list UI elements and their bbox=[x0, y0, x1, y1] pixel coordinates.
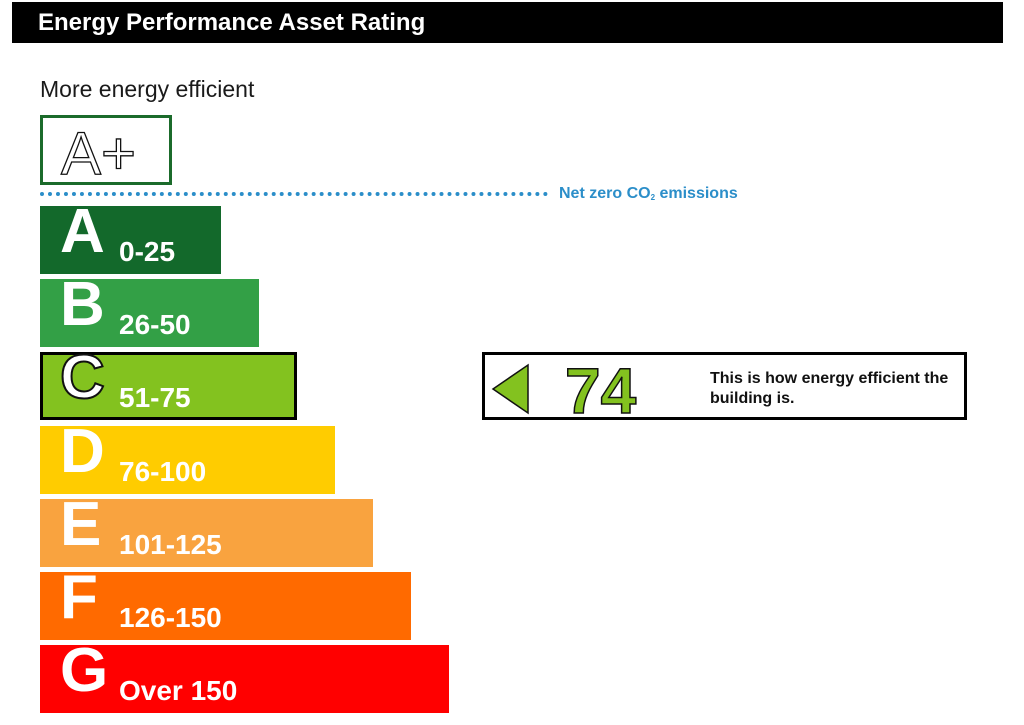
band-range: 0-25 bbox=[119, 236, 176, 267]
current-rating-graphic: 74 bbox=[491, 355, 637, 423]
more-efficient-label: More energy efficient bbox=[40, 76, 255, 102]
band-letter: F bbox=[60, 563, 98, 632]
rating-description: This is how energy efficient the buildin… bbox=[710, 370, 949, 407]
current-rating-indicator: 74 This is how energy efficient the buil… bbox=[482, 352, 967, 423]
rating-band-d: D 76-100 bbox=[40, 421, 335, 494]
page-header: Energy Performance Asset Rating bbox=[12, 2, 1003, 43]
header-title: Energy Performance Asset Rating bbox=[38, 9, 426, 36]
net-zero-subscript: 2 bbox=[650, 193, 656, 202]
rating-band-c: C 51-75 bbox=[40, 346, 297, 420]
rating-band-g: G Over 150 bbox=[40, 640, 449, 713]
band-letter: E bbox=[60, 490, 102, 559]
net-zero-suffix: emissions bbox=[655, 185, 738, 202]
a-plus-rating-box: A+ bbox=[40, 115, 172, 185]
a-plus-graphic: A+ bbox=[60, 119, 136, 182]
band-letter: A bbox=[60, 197, 105, 266]
rating-band-b: B 26-50 bbox=[40, 274, 259, 347]
band-range: 51-75 bbox=[119, 382, 191, 413]
band-range: Over 150 bbox=[119, 675, 238, 706]
a-plus-text: A+ bbox=[61, 120, 136, 182]
band-range: 126-150 bbox=[119, 602, 222, 633]
net-zero-prefix: Net zero CO bbox=[559, 185, 651, 202]
band-letter: G bbox=[60, 636, 109, 705]
net-zero-divider bbox=[40, 192, 548, 196]
band-range: 26-50 bbox=[119, 309, 191, 340]
rating-band-e: E 101-125 bbox=[40, 494, 373, 567]
band-range: 101-125 bbox=[119, 529, 222, 560]
rating-value: 74 bbox=[565, 355, 637, 423]
rating-band-f: F 126-150 bbox=[40, 567, 411, 640]
net-zero-label: Net zero CO2 emissions bbox=[559, 185, 738, 203]
rating-band-a: A 0-25 bbox=[40, 201, 221, 274]
rating-arrow-icon bbox=[491, 363, 529, 415]
band-letter: B bbox=[60, 270, 105, 339]
band-range: 76-100 bbox=[119, 456, 207, 487]
band-letter: C bbox=[59, 343, 106, 412]
band-letter: D bbox=[60, 417, 105, 486]
